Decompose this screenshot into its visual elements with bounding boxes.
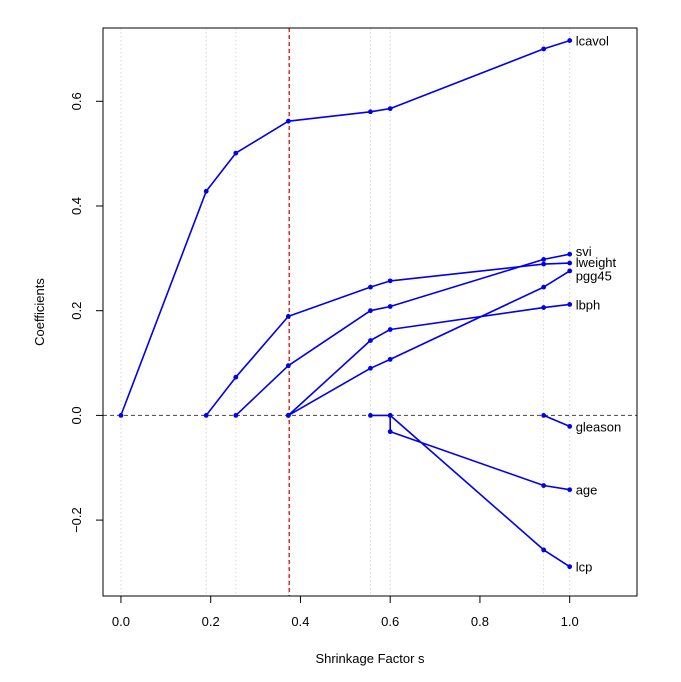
x-tick-label: 0.0 <box>112 614 130 629</box>
y-axis-label: Coefficients <box>32 278 47 346</box>
data-point-lbph <box>567 302 573 307</box>
data-point-lweight <box>541 261 547 267</box>
data-point-svi <box>285 363 291 369</box>
x-axis: 0.0 0.2 0.4 0.6 0.8 1.0 <box>112 595 579 629</box>
data-point-pgg45 <box>387 356 393 362</box>
data-point-lweight <box>203 412 209 418</box>
data-point-lcavol <box>567 38 573 43</box>
series-line-lcp <box>370 414 571 568</box>
x-tick-label: 0.2 <box>202 614 220 629</box>
data-point-pgg45 <box>368 365 373 371</box>
y-tick-label: 0.0 <box>69 406 84 424</box>
x-tick-label: 0.4 <box>291 614 309 629</box>
data-point-svi <box>368 308 373 314</box>
data-point-lbph <box>285 412 291 418</box>
series-label-lweight: lweight <box>576 255 617 270</box>
y-axis: −0.2 0.0 0.2 0.4 0.6 <box>69 92 104 533</box>
data-point-lcavol <box>368 109 373 115</box>
y-tick-label: 0.4 <box>69 197 84 215</box>
series-line-age <box>389 415 570 491</box>
data-point-gleason <box>567 423 573 429</box>
x-tick-label: 1.0 <box>561 614 579 629</box>
data-point-lcavol <box>233 150 239 156</box>
y-tick-label: 0.6 <box>69 92 84 110</box>
data-point-lcavol <box>387 106 393 112</box>
y-tick-label: 0.2 <box>69 302 84 320</box>
data-point-lweight <box>233 374 239 380</box>
data-point-lweight <box>387 278 393 284</box>
data-point-lcp <box>387 412 393 418</box>
data-point-lcavol <box>118 412 124 418</box>
data-point-lcp <box>541 547 547 553</box>
data-point-lweight <box>368 284 373 290</box>
data-point-gleason <box>541 412 547 418</box>
x-tick-label: 0.6 <box>381 614 399 629</box>
x-tick-label: 0.8 <box>471 614 489 629</box>
data-point-lcavol <box>203 188 209 194</box>
series-label-lcavol: lcavol <box>576 34 609 49</box>
grid-layer <box>120 28 571 596</box>
data-point-age <box>387 429 393 435</box>
series-label-gleason: gleason <box>576 419 622 434</box>
data-point-lbph <box>368 338 373 343</box>
series-label-lcp: lcp <box>576 560 593 575</box>
series-label-pgg45: pgg45 <box>576 269 612 284</box>
series-line-gleason <box>543 414 571 428</box>
x-axis-label: Shrinkage Factor s <box>315 651 425 666</box>
y-tick-label: −0.2 <box>69 507 84 533</box>
data-point-lcp <box>368 412 373 418</box>
data-point-lcp <box>567 564 573 570</box>
series-label-lbph: lbph <box>576 297 601 312</box>
points-layer <box>118 38 573 570</box>
data-point-pgg45 <box>541 284 547 290</box>
data-point-lcavol <box>285 118 291 124</box>
data-point-pgg45 <box>567 268 573 274</box>
data-point-svi <box>567 251 573 257</box>
data-point-age <box>541 483 547 488</box>
data-point-lweight <box>567 260 573 266</box>
data-point-lbph <box>541 305 547 310</box>
data-point-lbph <box>387 327 393 332</box>
data-point-svi <box>233 412 239 418</box>
series-label-svi: svi <box>576 244 592 259</box>
series-line-svi <box>235 253 570 416</box>
data-point-lweight <box>285 314 291 319</box>
data-point-svi <box>541 256 547 262</box>
data-point-svi <box>387 304 393 309</box>
series-label-age: age <box>576 483 598 498</box>
data-point-age <box>567 487 573 493</box>
series-line-lcavol <box>120 39 570 416</box>
data-point-lcavol <box>541 46 547 52</box>
